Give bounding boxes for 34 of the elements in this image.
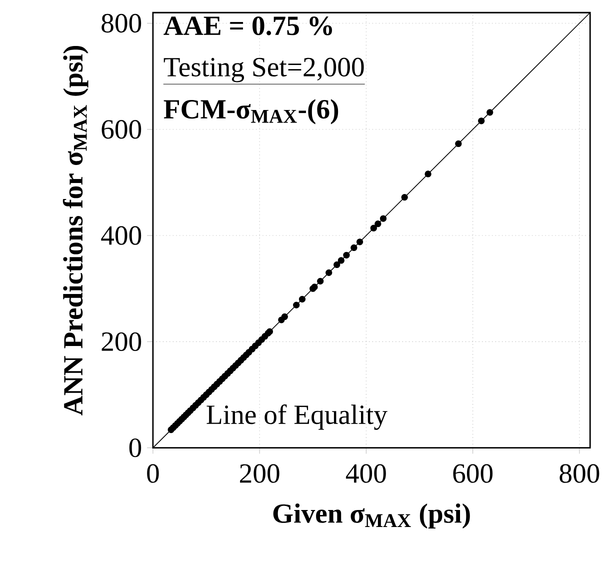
- x-tick-label: 400: [346, 464, 386, 483]
- point: [343, 252, 350, 259]
- point: [356, 238, 364, 246]
- annotation: FCM-σ$_{MAX}$-(6): [164, 99, 338, 124]
- point: [424, 170, 432, 178]
- point: [486, 109, 494, 116]
- series-label: Line of Equality: [206, 404, 388, 430]
- x-tick-label: 800: [560, 464, 600, 483]
- point: [374, 220, 382, 228]
- point: [326, 269, 332, 276]
- point: [478, 118, 485, 124]
- point: [401, 194, 408, 201]
- y-tick-label: 400: [101, 226, 142, 245]
- point: [281, 313, 288, 320]
- annotation: Testing Set=2,000: [164, 58, 364, 82]
- x-axis-title: Given σ$_{MAX}$ (psi): [273, 503, 470, 529]
- point: [317, 278, 324, 285]
- point: [338, 257, 344, 264]
- y-axis-title: ANN Predictions for σ$_{MAX}$ (psi): [62, 46, 88, 416]
- point: [334, 261, 340, 268]
- point: [380, 215, 387, 222]
- x-tick-label: 200: [240, 464, 280, 483]
- y-tick-label: 600: [102, 120, 142, 139]
- point: [370, 224, 377, 232]
- point: [298, 296, 306, 303]
- annotation: AAE = 0.75 %: [164, 16, 332, 36]
- y-tick-label: 0: [129, 438, 142, 458]
- y-tick-label: 200: [102, 332, 142, 352]
- y-tick-label: 800: [102, 14, 142, 33]
- x-tick-label: 600: [453, 464, 493, 483]
- point: [293, 302, 300, 308]
- x-tick-label: 0: [147, 464, 159, 483]
- point: [350, 244, 358, 252]
- point: [455, 140, 462, 148]
